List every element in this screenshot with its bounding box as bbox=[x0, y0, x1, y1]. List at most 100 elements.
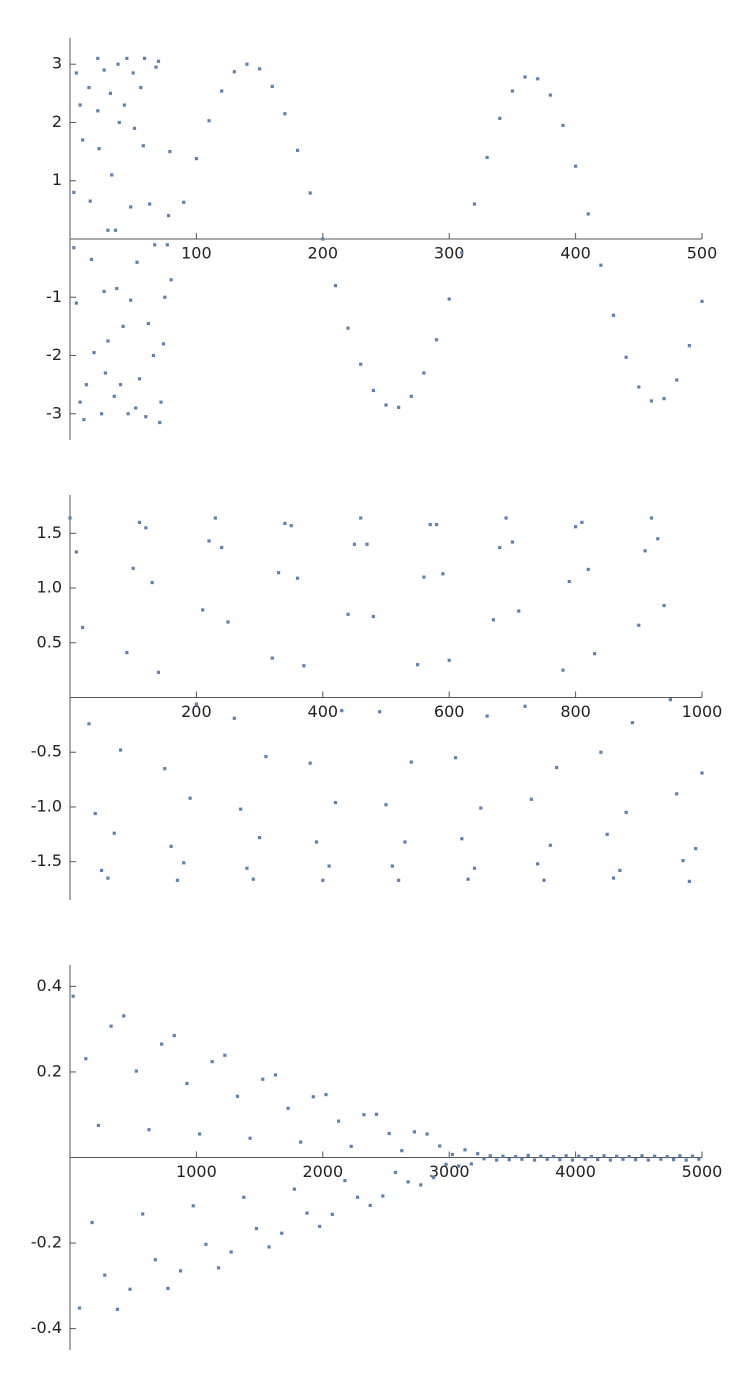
y-tick-label: 0.5 bbox=[37, 632, 62, 651]
data-point bbox=[412, 1130, 417, 1134]
data-point bbox=[245, 866, 249, 870]
data-point bbox=[567, 579, 571, 584]
data-point bbox=[182, 861, 186, 865]
y-tick-label: -1 bbox=[46, 287, 62, 306]
data-point bbox=[574, 164, 578, 168]
data-point bbox=[89, 257, 94, 261]
data-point bbox=[204, 1242, 208, 1246]
data-point bbox=[134, 1069, 138, 1073]
data-point bbox=[74, 550, 78, 554]
data-point bbox=[485, 155, 489, 160]
data-point bbox=[491, 618, 496, 622]
data-point bbox=[116, 62, 120, 66]
x-tick-label: 5000 bbox=[682, 1162, 723, 1181]
data-point bbox=[371, 614, 375, 619]
data-point bbox=[659, 1157, 663, 1161]
data-point bbox=[694, 846, 698, 851]
data-point bbox=[324, 1093, 328, 1097]
y-tick-label: 2 bbox=[52, 112, 62, 131]
x-tick-label: 400 bbox=[308, 702, 339, 721]
data-point bbox=[134, 406, 138, 410]
data-point bbox=[88, 199, 92, 203]
data-point bbox=[453, 756, 458, 760]
data-point bbox=[608, 1158, 612, 1162]
data-point bbox=[220, 89, 224, 93]
data-point bbox=[87, 85, 91, 90]
data-point bbox=[175, 878, 180, 882]
data-point bbox=[311, 1095, 315, 1099]
data-point bbox=[185, 1081, 189, 1086]
data-point bbox=[340, 709, 344, 713]
data-point bbox=[210, 1060, 214, 1064]
data-point bbox=[251, 877, 255, 881]
data-point bbox=[438, 1144, 442, 1148]
data-point bbox=[649, 516, 654, 520]
data-point bbox=[129, 298, 133, 302]
data-point bbox=[627, 1155, 631, 1159]
data-point bbox=[649, 399, 654, 403]
data-point bbox=[144, 526, 148, 530]
data-point bbox=[321, 237, 325, 241]
data-point bbox=[529, 797, 533, 801]
data-point bbox=[393, 1170, 398, 1175]
data-point bbox=[207, 539, 211, 543]
data-point bbox=[441, 572, 445, 576]
data-point bbox=[84, 1057, 88, 1061]
data-point bbox=[504, 516, 508, 520]
data-point bbox=[207, 119, 211, 123]
data-point bbox=[168, 150, 172, 154]
data-point bbox=[684, 1158, 688, 1162]
data-point bbox=[258, 67, 262, 71]
data-point bbox=[126, 412, 130, 416]
data-point bbox=[681, 858, 685, 863]
data-point bbox=[201, 608, 205, 612]
data-point bbox=[102, 289, 106, 294]
data-point bbox=[434, 338, 439, 342]
data-point bbox=[450, 1152, 454, 1157]
data-point bbox=[146, 321, 150, 326]
data-point bbox=[229, 1250, 233, 1254]
data-point bbox=[561, 668, 565, 672]
data-point bbox=[687, 344, 691, 348]
x-tick-label: 1000 bbox=[176, 1162, 217, 1181]
data-point bbox=[510, 540, 514, 544]
data-point bbox=[137, 377, 142, 381]
data-point bbox=[245, 62, 249, 66]
data-point bbox=[333, 284, 338, 288]
data-point bbox=[93, 811, 97, 816]
data-point bbox=[122, 103, 126, 107]
data-point bbox=[242, 1195, 246, 1199]
x-tick-label: 300 bbox=[434, 244, 465, 263]
data-point bbox=[118, 748, 123, 752]
data-point bbox=[121, 324, 125, 328]
data-point bbox=[179, 1269, 183, 1273]
data-point bbox=[308, 191, 312, 195]
data-point bbox=[286, 1106, 290, 1110]
data-point bbox=[400, 1149, 404, 1153]
data-point bbox=[551, 1155, 556, 1159]
data-point bbox=[434, 522, 439, 527]
data-point bbox=[374, 1112, 379, 1116]
data-point bbox=[289, 524, 293, 528]
data-point bbox=[84, 383, 89, 387]
data-point bbox=[100, 412, 104, 416]
data-point bbox=[472, 866, 477, 870]
data-point bbox=[92, 351, 96, 355]
data-point bbox=[406, 1180, 410, 1184]
data-point bbox=[419, 1183, 423, 1187]
data-point bbox=[169, 844, 173, 848]
data-point bbox=[678, 1154, 682, 1158]
data-point bbox=[71, 994, 75, 998]
data-point bbox=[662, 603, 666, 608]
data-point bbox=[371, 388, 375, 393]
x-tick-label: 800 bbox=[560, 702, 591, 721]
data-point bbox=[109, 1024, 113, 1028]
data-point bbox=[615, 1154, 619, 1158]
data-point bbox=[147, 1128, 151, 1132]
data-point bbox=[223, 1053, 227, 1057]
data-point bbox=[270, 656, 274, 660]
data-point bbox=[520, 1157, 524, 1161]
data-point bbox=[532, 1158, 537, 1162]
y-tick-label: -1.5 bbox=[31, 851, 62, 870]
data-point bbox=[264, 755, 268, 759]
